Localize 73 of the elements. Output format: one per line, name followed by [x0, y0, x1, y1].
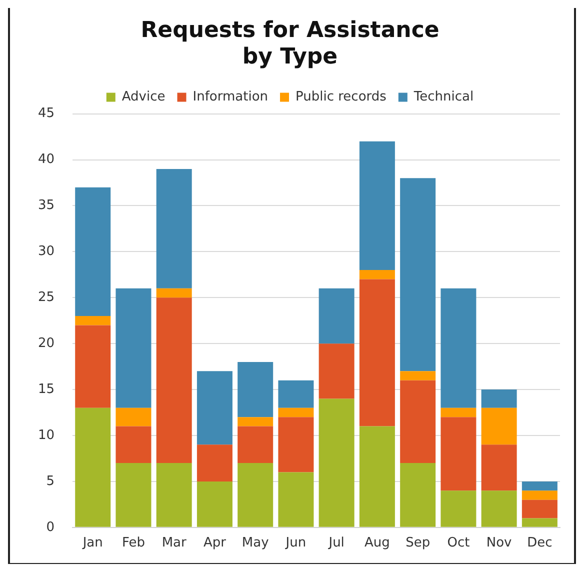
bar — [116, 463, 152, 527]
x-tick-label: Feb — [122, 536, 145, 551]
bar — [481, 408, 517, 445]
bar — [400, 371, 436, 380]
y-tick-label: 25 — [38, 290, 55, 305]
chart-title: Requests for Assistance by Type — [140, 18, 440, 70]
bar — [278, 417, 314, 472]
y-tick-label: 10 — [38, 428, 55, 443]
y-tick-label: 35 — [38, 198, 55, 214]
bar — [196, 481, 232, 527]
bar — [156, 168, 192, 288]
x-tick-label: Aug — [364, 536, 390, 551]
bar — [359, 141, 395, 270]
x-tick-label: Sep — [406, 536, 430, 551]
bar — [359, 279, 395, 426]
bar — [318, 288, 354, 344]
x-tick-label: May — [242, 536, 270, 551]
bar — [359, 270, 395, 280]
bar — [440, 417, 476, 491]
bar — [359, 426, 395, 527]
bar — [522, 490, 558, 500]
bar — [238, 426, 274, 464]
bar — [481, 444, 517, 491]
bar — [156, 463, 192, 527]
y-tick-label: 20 — [38, 336, 55, 351]
bar — [238, 417, 274, 426]
x-tick-label: Jan — [82, 536, 103, 551]
y-tick-label: 15 — [38, 382, 55, 397]
bar — [196, 444, 232, 482]
bar — [75, 187, 111, 316]
x-tick-label: Jul — [328, 536, 344, 551]
bar — [522, 481, 558, 491]
legend-label: Advice — [122, 90, 166, 105]
bar — [75, 325, 111, 408]
bar — [278, 380, 314, 408]
bar — [116, 408, 152, 426]
legend-label: Information — [192, 90, 268, 105]
bar — [400, 178, 436, 372]
legend-label: Technical — [412, 90, 474, 105]
bar — [481, 390, 517, 408]
x-tick-label: Mar — [162, 536, 188, 551]
x-tick-label: Nov — [486, 536, 512, 551]
bar — [116, 426, 152, 464]
bar — [278, 408, 314, 418]
y-tick-label: 40 — [38, 152, 55, 168]
bar — [318, 398, 354, 527]
x-tick-label: Oct — [447, 536, 470, 551]
x-tick-label: Dec — [527, 536, 552, 551]
x-tick-label: Jun — [284, 536, 306, 551]
bar — [440, 288, 476, 408]
y-tick-label: 5 — [46, 474, 55, 489]
bar — [440, 408, 476, 418]
bar — [481, 490, 517, 527]
bar — [400, 463, 436, 527]
bar — [75, 316, 111, 326]
bar — [440, 490, 476, 527]
bar — [522, 518, 558, 527]
bar — [522, 500, 558, 518]
x-tick-label: Apr — [203, 536, 227, 551]
bar — [278, 472, 314, 527]
y-tick-label: 30 — [38, 244, 55, 260]
bar — [75, 408, 111, 527]
bar — [156, 288, 192, 298]
bar — [156, 298, 192, 464]
bar — [116, 288, 152, 408]
bar — [238, 463, 274, 527]
bar — [238, 362, 274, 418]
y-tick-label: 45 — [38, 106, 55, 122]
legend-label: Public records — [296, 90, 387, 105]
bar — [318, 344, 354, 399]
y-tick-label: 0 — [46, 520, 55, 535]
bar — [196, 371, 232, 445]
bar — [400, 380, 436, 464]
